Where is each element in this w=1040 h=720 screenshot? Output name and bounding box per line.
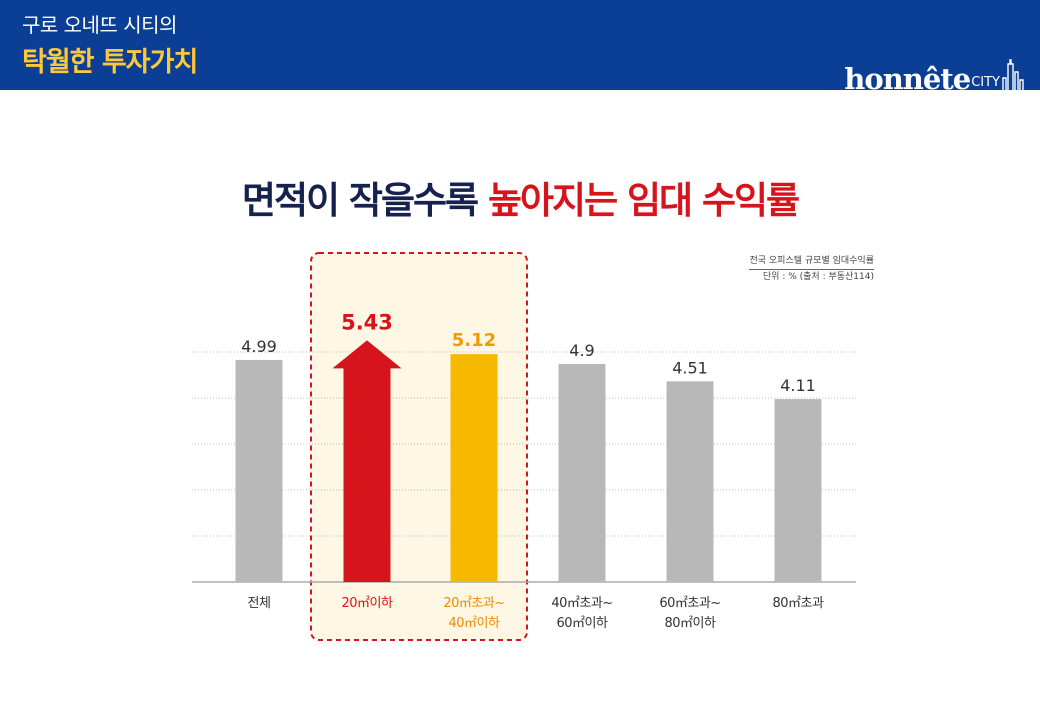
bar-arrow-20-under [332, 340, 402, 582]
value-label: 4.9 [569, 341, 594, 360]
bar [774, 399, 822, 582]
category-label: 20㎡이하 [342, 596, 394, 611]
header-title: 탁월한 투자가치 [22, 47, 198, 78]
value-label: 5.12 [452, 330, 496, 351]
headline-part2: 높아지는 임대 수익률 [487, 179, 800, 222]
city-skyline-icon [1002, 59, 1024, 92]
header-subtitle: 구로 오네뜨 시티의 [22, 13, 177, 37]
bar [666, 381, 714, 582]
value-label: 4.51 [672, 358, 708, 377]
category-label: 80㎡초과 [773, 596, 825, 611]
bar [558, 363, 606, 582]
category-label: 60㎡초과~ 80㎡이하 [659, 596, 720, 631]
headline-part1: 면적이 작을수록 [241, 179, 479, 222]
header-bar: 구로 오네뜨 시티의 탁월한 투자가치 honnête CITY [0, 0, 1040, 94]
brand-logo: honnête CITY [844, 58, 1024, 94]
category-label: 전체 [248, 596, 271, 611]
chart-headline: 면적이 작을수록 높아지는 임대 수익률 [0, 170, 1040, 224]
value-label: 4.99 [241, 337, 277, 356]
brand-suffix: CITY [971, 75, 1000, 90]
brand-wordmark: honnête [844, 62, 971, 96]
source-note: 전국 오피스텔 규모별 임대수익률 단위 : % (출처 : 부동산114) [749, 254, 874, 285]
category-label: 40㎡초과~ 60㎡이하 [551, 596, 612, 631]
source-title: 전국 오피스텔 규모별 임대수익률 [749, 254, 874, 270]
value-label: 5.43 [341, 310, 393, 334]
bar [235, 359, 283, 582]
category-label: 20㎡초과~ 40㎡이하 [443, 596, 504, 631]
source-unit: 단위 : % (출처 : 부동산114) [762, 272, 874, 282]
value-label: 4.11 [780, 376, 816, 395]
bar [450, 354, 498, 582]
